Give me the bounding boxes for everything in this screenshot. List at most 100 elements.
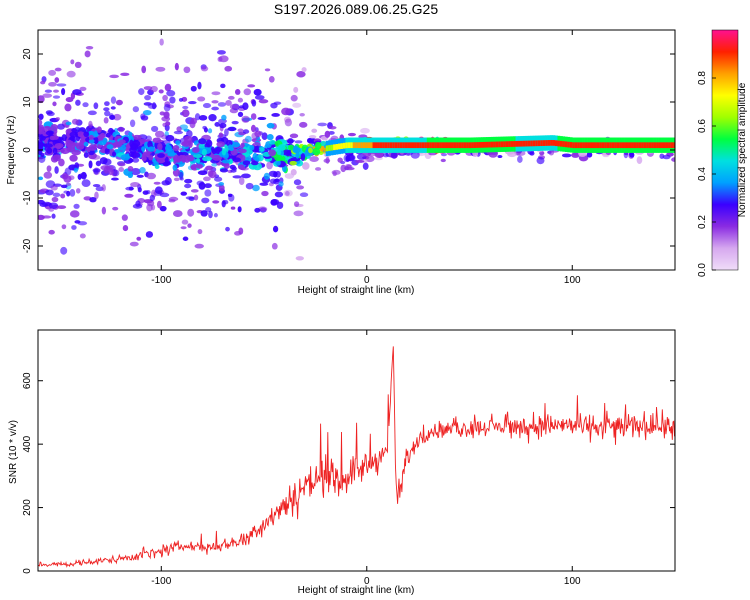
- spectrogram-noise-cell: [168, 199, 176, 203]
- spectrogram-noise-cell: [234, 89, 241, 95]
- spectrogram-noise-cell: [178, 97, 184, 102]
- spectrogram-noise-cell: [140, 115, 149, 121]
- spectrogram-noise-cell: [52, 95, 61, 99]
- spectrogram-carrier-core: [352, 142, 356, 149]
- spectrogram-noise-cell: [299, 112, 305, 117]
- spectrogram-cell: [229, 164, 236, 170]
- spectrogram-noise-cell: [272, 225, 279, 233]
- spectrogram-carrier-core: [394, 142, 398, 149]
- spectrogram-noise-cell: [283, 189, 293, 197]
- spectrogram-cell: [164, 156, 169, 163]
- spectrogram-cell: [38, 126, 45, 135]
- spectrogram-carrier-core: [325, 145, 329, 152]
- spectrogram-noise-cell: [180, 191, 188, 196]
- spectrogram-carrier-core: [407, 142, 410, 149]
- spectrogram-noise-cell: [42, 93, 53, 98]
- spectrogram-carrier-core: [468, 142, 472, 149]
- spectrogram-noise-cell: [154, 186, 163, 195]
- spectrogram-carrier-core: [389, 142, 393, 149]
- spectrogram-cell: [54, 142, 64, 149]
- spectrogram-noise-cell: [340, 164, 347, 173]
- spectrogram-noise-cell: [671, 157, 675, 162]
- spectrogram-noise-cell: [48, 208, 54, 212]
- spectrogram-noise-cell: [440, 158, 446, 163]
- spectrogram-noise-cell: [41, 201, 52, 207]
- spectrogram-carrier-core: [397, 142, 400, 149]
- spectrogram-noise-cell: [46, 165, 52, 173]
- spectrogram-cell: [93, 136, 99, 145]
- snr-xlabel: Height of straight line (km): [298, 585, 415, 596]
- spectrogram-noise-cell: [38, 176, 44, 181]
- spectrogram-carrier-core: [424, 142, 428, 149]
- spectrogram-carrier-core: [545, 140, 548, 146]
- spectrogram-noise-cell: [271, 113, 280, 117]
- spectrogram-noise-cell: [204, 189, 212, 197]
- spectrogram-noise-cell: [636, 156, 643, 165]
- snr-ylabel: SNR (10 * v/v): [8, 420, 19, 484]
- spectrogram-cell: [141, 146, 146, 152]
- spectrogram-carrier-core: [537, 140, 541, 147]
- spectrogram-noise-cell: [88, 160, 93, 169]
- spectrogram-cell: [75, 143, 85, 150]
- spectrogram-noise-cell: [153, 181, 161, 185]
- spectrogram-cell: [300, 153, 306, 162]
- spectrogram-noise-cell: [87, 110, 97, 116]
- snr-series-line: [38, 346, 675, 568]
- spectrogram-noise-cell: [293, 210, 304, 217]
- spectrogram-cell: [87, 130, 95, 136]
- spectrogram-noise-cell: [218, 55, 229, 63]
- spectrogram-carrier-core: [439, 142, 442, 149]
- spectrogram-noise-cell: [259, 182, 269, 186]
- spectrogram-noise-cell: [241, 173, 251, 179]
- spectrogram-carrier-core: [658, 142, 662, 149]
- spectrogram-noise-cell: [85, 45, 94, 50]
- spectrogram-noise-cell: [121, 214, 128, 221]
- spectrogram-noise-cell: [211, 106, 219, 111]
- spectrogram-noise-cell: [142, 109, 152, 116]
- spectrogram-noise-cell: [237, 97, 244, 103]
- spectrogram-noise-cell: [281, 107, 291, 116]
- spectrogram-cell: [98, 140, 107, 146]
- spectrogram-carrier-core: [508, 141, 511, 147]
- spectrogram-cell: [162, 161, 172, 166]
- spectrogram-noise-cell: [65, 97, 74, 103]
- spectrogram-noise-cell: [130, 182, 140, 188]
- spectrogram-noise-cell: [156, 200, 162, 209]
- spectrogram-noise-cell: [101, 206, 107, 215]
- spectrogram-noise-cell: [382, 152, 389, 158]
- spectrogram-cell: [111, 151, 117, 157]
- spectrogram-noise-cell: [69, 188, 76, 197]
- spectrogram-cell: [83, 152, 89, 158]
- spectrogram-noise-cell: [221, 114, 227, 121]
- spectrogram-cell: [104, 147, 110, 155]
- spectrogram-carrier-core: [651, 142, 654, 149]
- spectrogram-noise-cell: [54, 67, 62, 72]
- spectrogram-noise-cell: [308, 134, 317, 139]
- spectrogram-noise-cell: [173, 130, 183, 135]
- spectrogram-cell: [211, 148, 217, 155]
- spectrogram-noise-cell: [136, 174, 144, 178]
- spectrogram-carrier-core: [574, 142, 578, 149]
- spectrogram-noise-cell: [317, 122, 328, 127]
- spectrogram-noise-cell: [200, 210, 208, 217]
- spectrogram-cell: [172, 145, 180, 152]
- spectrogram-noise-cell: [374, 157, 383, 161]
- spectrogram-carrier-core: [488, 141, 492, 148]
- spectrogram-noise-cell: [440, 152, 447, 157]
- spectrogram-noise-cell: [284, 173, 295, 179]
- spectrogram-noise-cell: [64, 103, 72, 112]
- spectrogram-noise-cell: [92, 184, 101, 188]
- spectrogram-noise-cell: [104, 101, 110, 107]
- spectrogram-noise-cell: [93, 168, 99, 175]
- spectrogram-ytick-label: 20: [22, 48, 33, 60]
- spectrogram-noise-cell: [155, 66, 166, 72]
- spectrogram-noise-cell: [161, 180, 170, 186]
- spectrogram-noise-cell: [108, 168, 114, 176]
- colorbar-ramp: [711, 29, 739, 271]
- spectrogram-noise-cell: [74, 61, 82, 69]
- spectrogram-cell: [93, 130, 98, 138]
- spectrogram-noise-cell: [241, 115, 250, 123]
- spectrogram-noise-cell: [48, 82, 57, 87]
- spectrogram-noise-cell: [306, 138, 313, 143]
